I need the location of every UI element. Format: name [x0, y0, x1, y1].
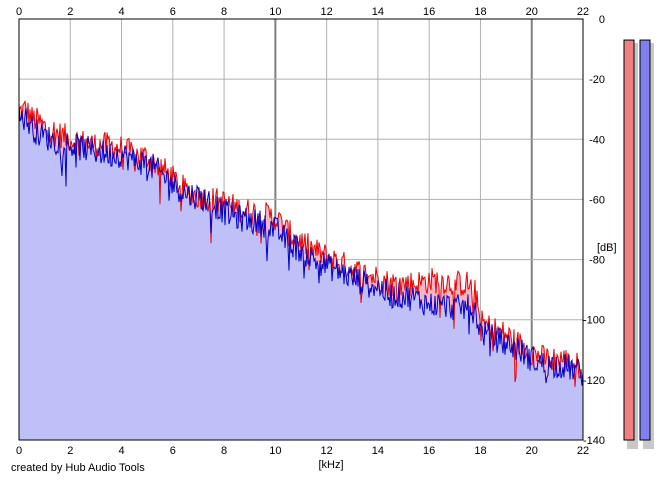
x-tick-label: 0 — [16, 445, 22, 457]
x-tick-label: 14 — [372, 6, 384, 18]
x-tick-label: 2 — [67, 6, 73, 18]
y-tick-label: -80 — [589, 255, 605, 267]
x-tick-label: 22 — [577, 445, 589, 457]
x-tick-label: 18 — [474, 445, 486, 457]
level-meter-right — [639, 39, 651, 441]
y-tick-label: -20 — [589, 74, 605, 86]
x-tick-label: 6 — [170, 6, 176, 18]
x-tick-labels-bottom: 0 2 4 6 8 10 12 14 16 18 20 22 — [16, 445, 589, 457]
x-tick-label: 20 — [526, 6, 538, 18]
y-tick-label: -120 — [583, 375, 605, 387]
y-tick-label: -140 — [583, 435, 605, 447]
y-axis-label: [dB] — [597, 242, 617, 254]
x-tick-label: 8 — [221, 6, 227, 18]
level-meter-left — [623, 39, 635, 441]
y-tick-label: 0 — [599, 14, 605, 26]
credit-text: created by Hub Audio Tools — [11, 462, 145, 474]
x-tick-label: 4 — [118, 6, 124, 18]
spectrum-lines — [18, 99, 584, 387]
plot-frame — [18, 18, 584, 441]
x-tick-label: 10 — [269, 6, 281, 18]
y-tick-label: -60 — [589, 194, 605, 206]
plot-area — [18, 18, 584, 441]
x-tick-label: 18 — [474, 6, 486, 18]
y-tick-label: -40 — [589, 134, 605, 146]
x-axis-label: [kHz] — [318, 459, 343, 471]
x-tick-label: 12 — [321, 6, 333, 18]
x-tick-label: 8 — [221, 445, 227, 457]
level-meters — [623, 39, 654, 450]
x-tick-label: 2 — [67, 445, 73, 457]
x-tick-label: 16 — [423, 6, 435, 18]
x-tick-label: 4 — [118, 445, 124, 457]
x-tick-label: 16 — [423, 445, 435, 457]
x-tick-label: 22 — [577, 6, 589, 18]
x-tick-label: 6 — [170, 445, 176, 457]
x-tick-label: 12 — [321, 445, 333, 457]
x-tick-label: 0 — [16, 6, 22, 18]
x-tick-label: 10 — [269, 445, 281, 457]
right-channel-line — [18, 103, 584, 386]
x-tick-labels-top: 0 2 4 6 8 10 12 14 16 18 20 22 — [16, 6, 589, 18]
y-tick-labels: 0 -20 -40 -60 -80 -100 -120 -140 — [583, 14, 605, 447]
y-tick-label: -100 — [583, 315, 605, 327]
x-tick-label: 14 — [372, 445, 384, 457]
x-tick-label: 20 — [526, 445, 538, 457]
